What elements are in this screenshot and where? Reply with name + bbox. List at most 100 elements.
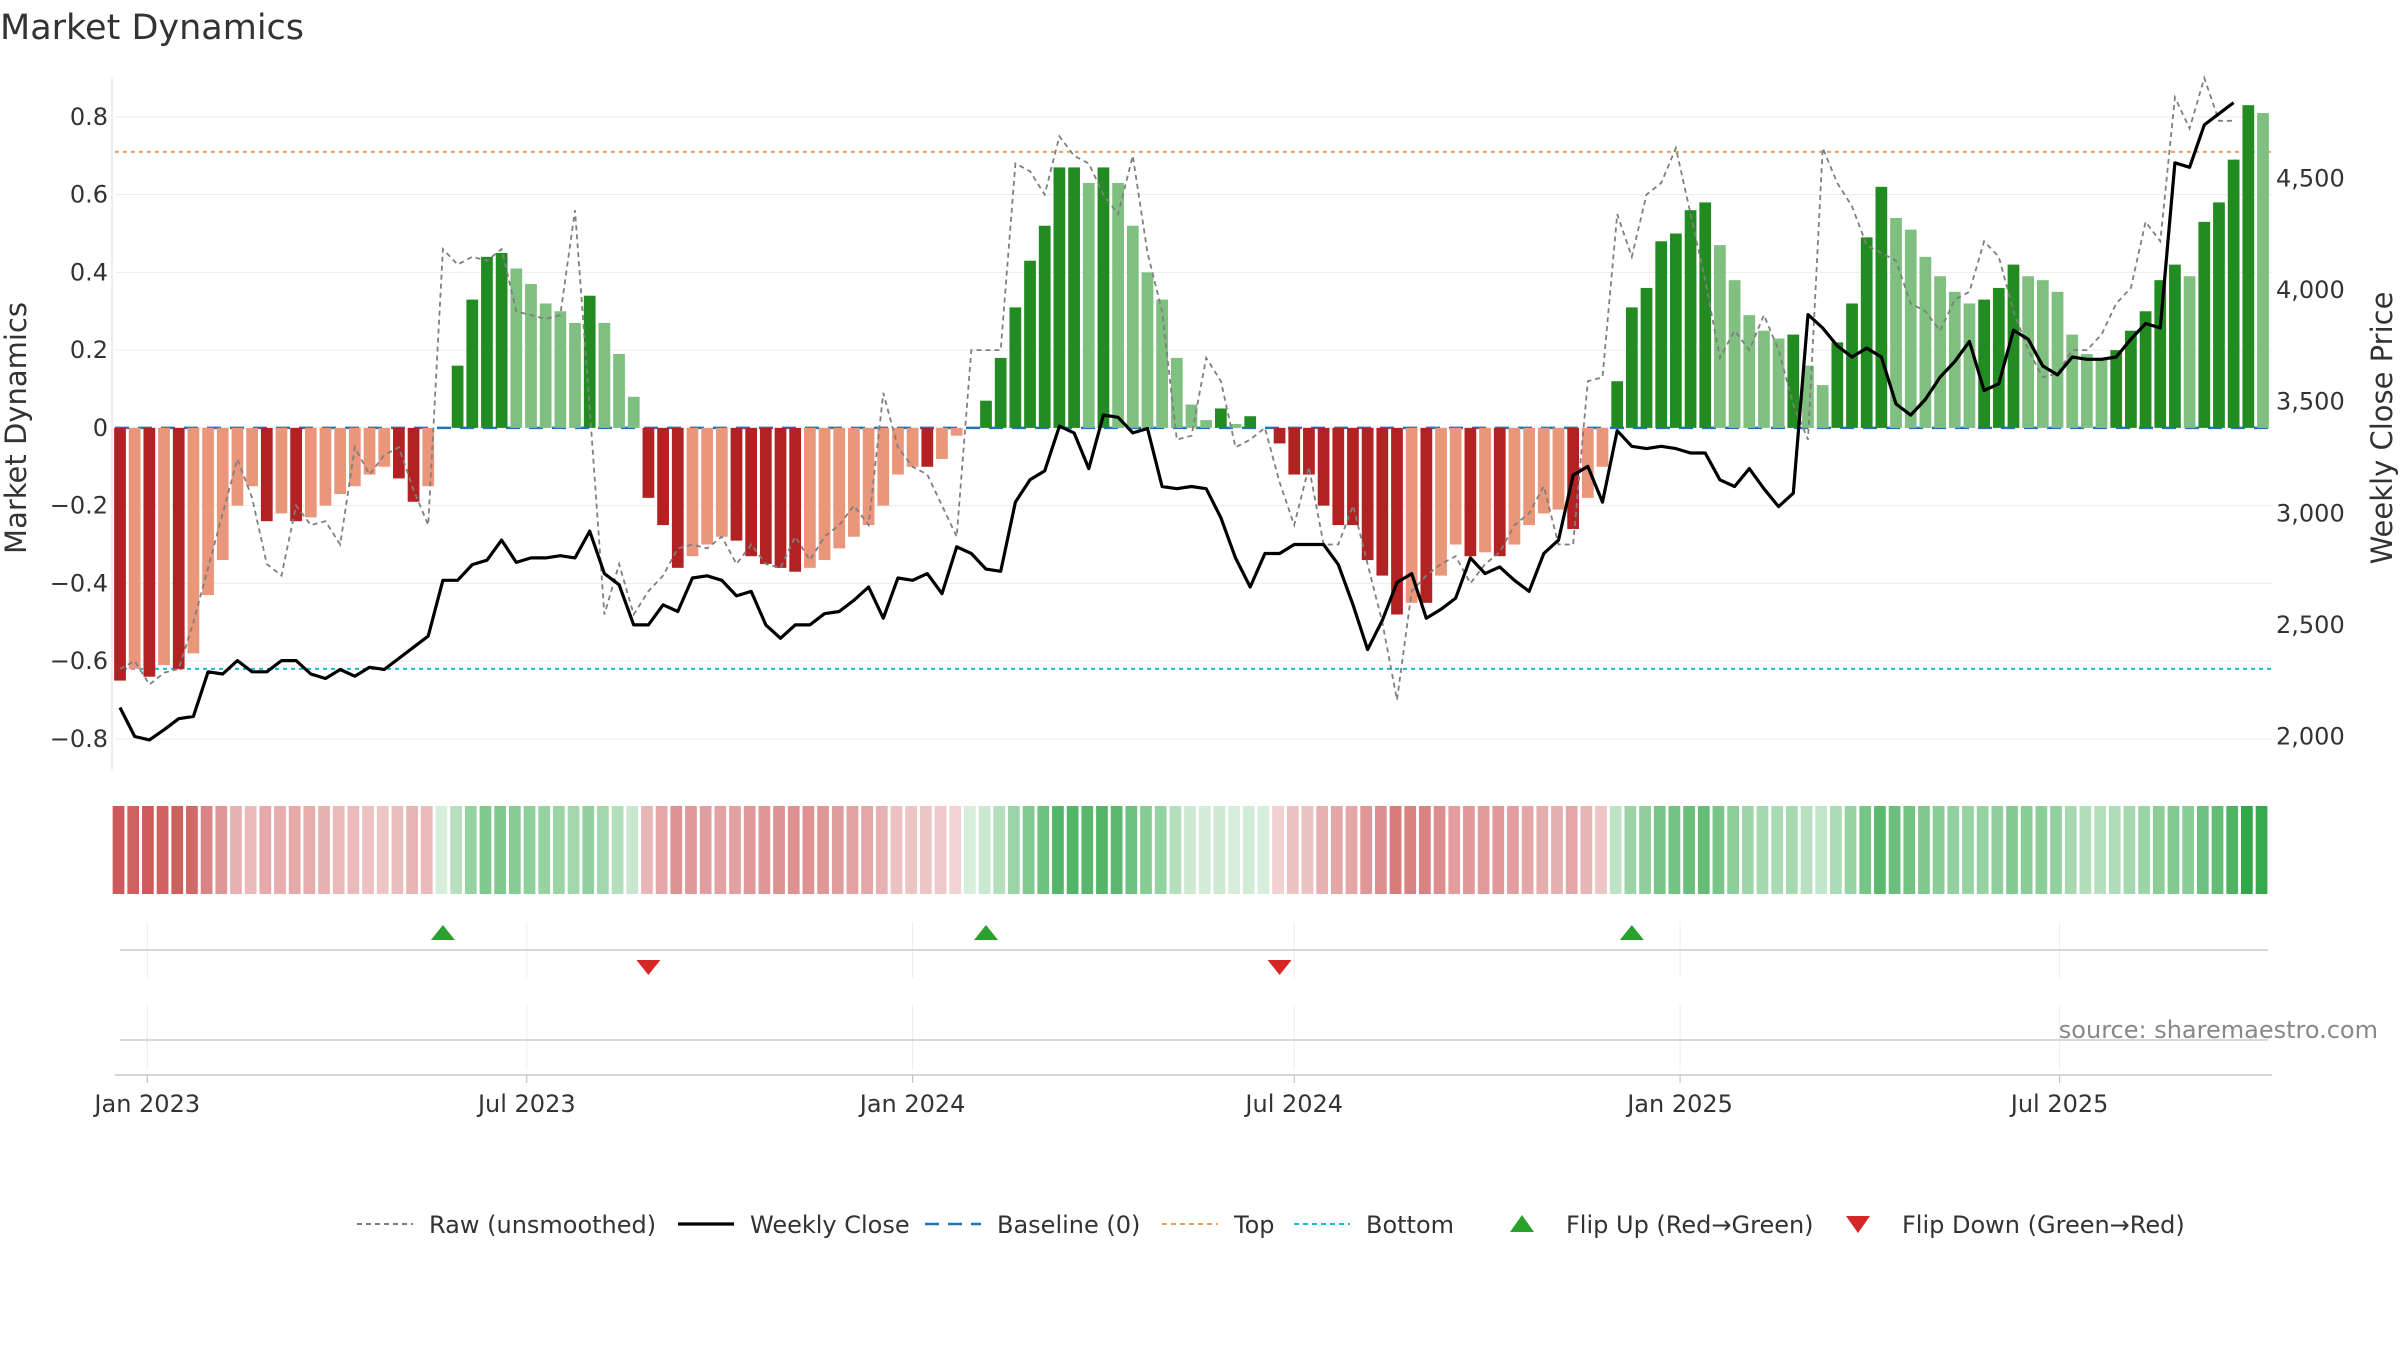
regime-cell bbox=[2035, 806, 2048, 894]
dynamics-bar bbox=[1479, 427, 1491, 553]
regime-cell bbox=[1712, 806, 1725, 894]
regime-cell bbox=[288, 806, 301, 894]
dynamics-bar bbox=[1728, 280, 1741, 428]
dynamics-bar bbox=[348, 427, 361, 487]
regime-cell bbox=[1507, 806, 1519, 894]
dynamics-bar bbox=[1758, 330, 1770, 428]
regime-cell bbox=[332, 806, 345, 894]
dynamics-bar bbox=[1317, 427, 1330, 506]
regime-strip bbox=[112, 806, 2268, 894]
regime-cell bbox=[2226, 806, 2239, 894]
dynamics-bar bbox=[1523, 427, 1535, 526]
dynamics-bar bbox=[2036, 280, 2049, 428]
regime-cell bbox=[494, 806, 507, 894]
flip-down-marker bbox=[636, 960, 661, 975]
dynamics-bar bbox=[1170, 357, 1183, 428]
regime-cell bbox=[127, 806, 140, 894]
regime-cell bbox=[1844, 806, 1857, 894]
regime-cell bbox=[729, 806, 741, 894]
regime-cell bbox=[1008, 806, 1020, 894]
regime-cell bbox=[1962, 806, 1974, 894]
dynamics-bar bbox=[730, 427, 743, 541]
raw-series-line bbox=[119, 75, 2234, 701]
regime-cell bbox=[1697, 806, 1710, 894]
dynamics-bar bbox=[2242, 105, 2255, 428]
regime-cell bbox=[435, 806, 448, 894]
regime-cell bbox=[2138, 806, 2150, 894]
dynamics-bar bbox=[1816, 385, 1829, 428]
dynamics-bar bbox=[759, 427, 772, 564]
regime-cell bbox=[1918, 806, 1930, 894]
dynamics-bar bbox=[1464, 427, 1477, 557]
dynamics-bar bbox=[290, 427, 303, 522]
dynamics-bar bbox=[1229, 424, 1242, 428]
regime-cell bbox=[142, 806, 154, 894]
dynamics-bar bbox=[1347, 427, 1359, 526]
dynamics-bar bbox=[657, 427, 669, 526]
dynamics-bar bbox=[1009, 307, 1022, 428]
x-tick-label: Jul 2025 bbox=[2009, 1090, 2109, 1118]
regime-cell bbox=[1081, 806, 1094, 894]
regime-cell bbox=[274, 806, 286, 894]
regime-cell bbox=[508, 806, 521, 894]
regime-cell bbox=[787, 806, 800, 894]
regime-cell bbox=[2006, 806, 2018, 894]
regime-cell bbox=[846, 806, 859, 894]
legend-label-weekly_close: Weekly Close bbox=[750, 1211, 910, 1239]
dynamics-bar bbox=[172, 427, 185, 669]
dynamics-bar bbox=[363, 427, 376, 475]
regime-cell bbox=[1096, 806, 1108, 894]
dynamics-bar bbox=[2169, 264, 2181, 428]
dynamics-bar bbox=[613, 354, 625, 428]
regime-cell bbox=[523, 806, 536, 894]
dynamics-bar bbox=[554, 311, 567, 428]
regime-cell bbox=[1110, 806, 1123, 894]
regime-cell bbox=[1066, 806, 1079, 894]
regime-cell bbox=[156, 806, 169, 894]
legend-label-bottom: Bottom bbox=[1366, 1211, 1454, 1239]
regime-cell bbox=[406, 806, 418, 894]
dynamics-bar bbox=[407, 427, 420, 502]
regime-cell bbox=[1477, 806, 1490, 894]
regime-cell bbox=[1874, 806, 1886, 894]
chart-title: Market Dynamics bbox=[0, 8, 304, 48]
flip-up-marker bbox=[430, 925, 455, 940]
regime-cell bbox=[1800, 806, 1813, 894]
regime-cell bbox=[1551, 806, 1563, 894]
dynamics-bar bbox=[2051, 291, 2064, 428]
dynamics-bar bbox=[627, 396, 640, 428]
dynamics-bar bbox=[1449, 427, 1462, 545]
dynamics-bar bbox=[1361, 427, 1374, 561]
dynamics-bar bbox=[2227, 159, 2240, 428]
dynamics-bar bbox=[1831, 342, 1844, 428]
dynamics-bar bbox=[642, 427, 655, 498]
dynamics-bar bbox=[1420, 427, 1433, 603]
regime-cell bbox=[1022, 806, 1035, 894]
regime-cell bbox=[655, 806, 668, 894]
dynamics-bar bbox=[2110, 350, 2123, 428]
regime-cell bbox=[2050, 806, 2062, 894]
regime-cell bbox=[1668, 806, 1681, 894]
y-tick-right: 2,000 bbox=[2276, 723, 2345, 751]
dynamics-bar bbox=[1596, 427, 1609, 467]
regime-cell bbox=[538, 806, 551, 894]
regime-cell bbox=[963, 806, 976, 894]
dynamics-bar bbox=[1435, 427, 1447, 576]
regime-cell bbox=[230, 806, 242, 894]
dynamics-bar bbox=[1860, 237, 1873, 428]
price-lines bbox=[118, 75, 2235, 742]
regime-cell bbox=[1052, 806, 1064, 894]
dynamics-bar bbox=[2080, 354, 2093, 428]
regime-cell bbox=[2182, 806, 2195, 894]
dynamics-bar bbox=[1963, 303, 1976, 428]
dynamics-bar bbox=[1934, 276, 1946, 428]
dynamics-bar bbox=[422, 427, 435, 487]
dynamics-bar bbox=[539, 303, 552, 428]
dynamics-bar bbox=[466, 299, 479, 428]
regime-cell bbox=[464, 806, 477, 894]
regime-cell bbox=[1771, 806, 1784, 894]
flip-down-marker bbox=[1267, 960, 1292, 975]
regime-cell bbox=[611, 806, 624, 894]
regime-cell bbox=[362, 806, 374, 894]
regime-cell bbox=[259, 806, 272, 894]
